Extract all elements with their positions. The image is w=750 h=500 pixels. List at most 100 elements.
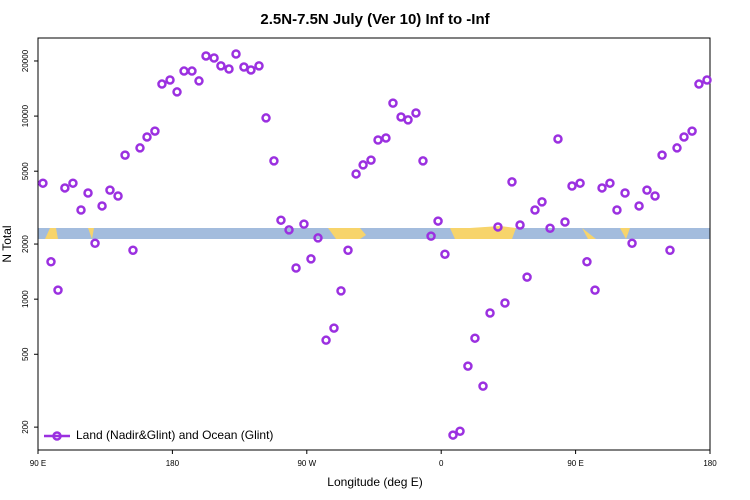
point — [582, 257, 592, 267]
point — [440, 249, 450, 259]
point — [187, 66, 197, 76]
point — [231, 49, 241, 59]
point — [470, 333, 480, 343]
point — [567, 181, 577, 191]
point — [224, 64, 234, 74]
point — [358, 160, 368, 170]
point — [209, 53, 219, 63]
point — [254, 61, 264, 71]
point — [313, 233, 323, 243]
point — [418, 156, 428, 166]
y-tick-label: 500 — [21, 347, 30, 361]
point — [388, 98, 398, 108]
point — [515, 220, 525, 230]
point — [605, 178, 615, 188]
point — [507, 177, 517, 187]
y-axis-title: N Total — [0, 225, 14, 262]
point — [276, 215, 286, 225]
x-tick-label: 90 E — [567, 459, 583, 468]
point — [485, 308, 495, 318]
point — [627, 238, 637, 249]
point — [194, 76, 204, 86]
point — [261, 113, 271, 123]
point — [657, 150, 667, 160]
point — [553, 134, 563, 144]
x-tick-label: 90 W — [297, 459, 316, 468]
point — [46, 257, 56, 267]
chart-title: 2.5N-7.5N July (Ver 10) Inf to -Inf — [260, 11, 490, 28]
point — [500, 298, 510, 308]
point — [672, 143, 682, 153]
point — [351, 169, 361, 179]
point — [448, 430, 458, 440]
point — [545, 223, 555, 233]
x-tick-label: 90 E — [30, 459, 46, 468]
point — [120, 150, 130, 160]
point — [366, 155, 376, 165]
point — [329, 323, 339, 333]
point — [665, 245, 675, 255]
y-tick-label: 10000 — [21, 104, 30, 127]
point — [90, 238, 100, 249]
point — [76, 205, 86, 215]
point — [53, 285, 63, 295]
point — [433, 216, 443, 226]
point — [537, 197, 547, 207]
legend-marker — [52, 431, 62, 441]
y-tick-label: 1000 — [21, 290, 30, 308]
point — [128, 245, 138, 255]
point — [269, 156, 279, 166]
point — [60, 183, 70, 193]
y-tick-label: 200 — [21, 420, 30, 434]
point — [201, 51, 211, 61]
point — [403, 115, 413, 125]
point — [612, 205, 622, 215]
legend-label: Land (Nadir&Glint) and Ocean (Glint) — [76, 428, 273, 442]
x-tick-label: 0 — [439, 459, 444, 468]
point — [179, 66, 189, 76]
point — [83, 188, 93, 198]
point — [343, 245, 353, 255]
point — [478, 381, 488, 391]
point — [493, 222, 503, 232]
point — [634, 201, 644, 211]
plot-frame — [37, 37, 711, 451]
point — [68, 178, 78, 188]
x-axis-title: Longitude (deg E) — [327, 475, 422, 489]
map-band — [38, 226, 710, 239]
land-patch — [45, 226, 630, 239]
point — [336, 286, 346, 296]
point — [642, 185, 652, 195]
point — [142, 132, 152, 142]
point — [530, 205, 540, 215]
point — [113, 191, 123, 201]
point — [306, 254, 316, 264]
y-tick-label: 5000 — [21, 162, 30, 180]
point — [679, 132, 689, 142]
point — [687, 126, 697, 136]
y-tick-label: 20000 — [21, 49, 30, 72]
plot-content: 90 E 180 90 W 0 90 E 180 200 500 1000 2000 5000 100… — [21, 49, 717, 468]
point — [150, 126, 160, 136]
y-tick-label: 2000 — [21, 235, 30, 253]
point — [38, 178, 48, 188]
point — [299, 219, 309, 229]
point — [560, 217, 570, 227]
point — [694, 79, 704, 89]
point — [165, 75, 175, 85]
point — [373, 135, 383, 145]
point — [411, 108, 421, 118]
point — [172, 87, 182, 97]
point — [597, 183, 607, 193]
point — [381, 133, 391, 143]
ocean-band — [38, 228, 710, 239]
point — [455, 426, 465, 436]
point — [426, 231, 436, 241]
point — [135, 143, 145, 153]
point — [321, 335, 331, 345]
point — [216, 61, 226, 71]
point — [97, 201, 107, 211]
point — [620, 188, 630, 198]
point — [284, 225, 294, 235]
